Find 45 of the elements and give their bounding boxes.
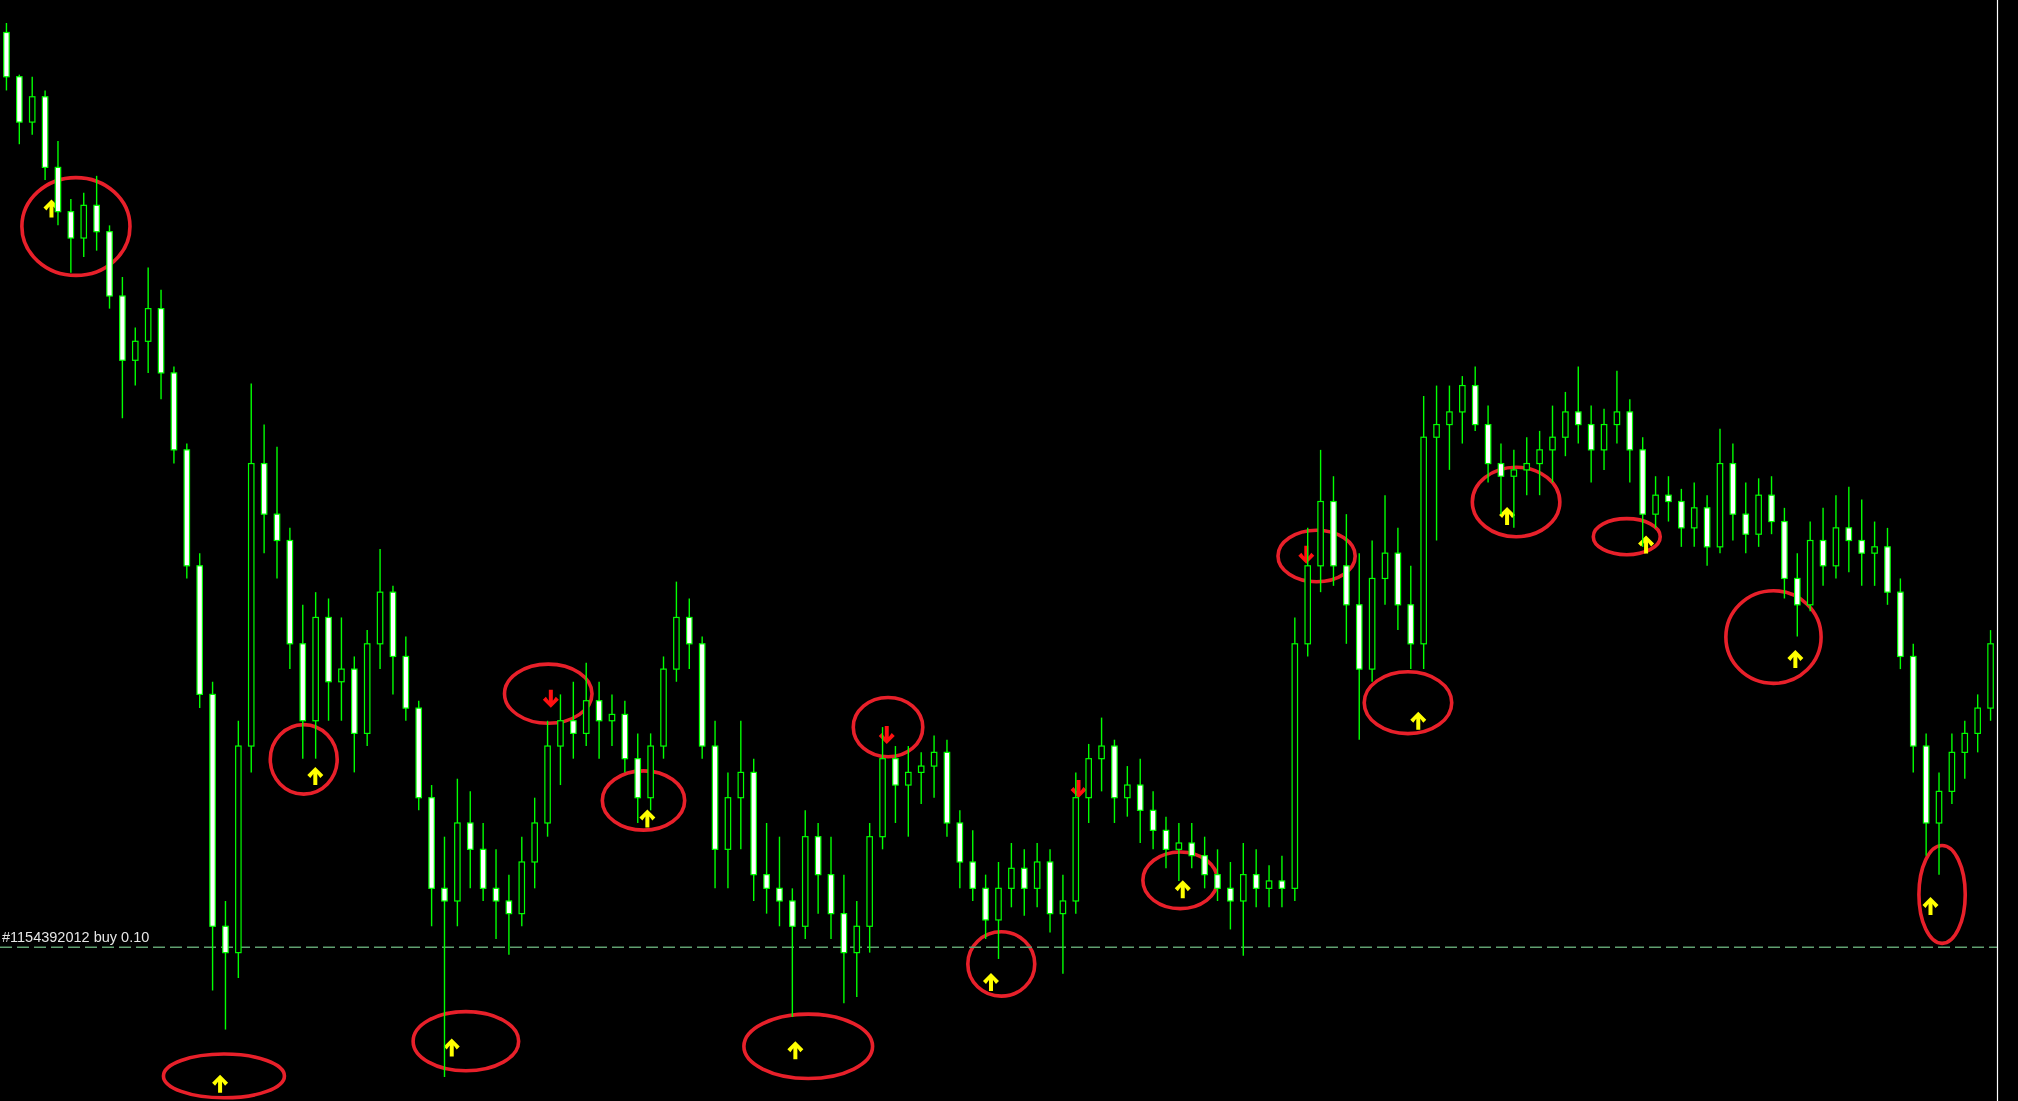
candlestick (1201, 835, 1208, 890)
candlestick (1059, 873, 1067, 975)
candlestick (1446, 384, 1453, 471)
candlestick (1665, 475, 1672, 523)
ref-line-label: #1154392012 buy 0.10 (2, 929, 150, 946)
candlestick (1252, 848, 1260, 909)
candlestick (570, 681, 577, 760)
candlestick (1227, 861, 1234, 931)
candlestick (1742, 481, 1750, 554)
candlestick (905, 745, 912, 838)
candlestick (1858, 498, 1866, 587)
candlestick (595, 681, 603, 760)
candlestick (1433, 384, 1440, 542)
candlestick (1265, 864, 1273, 909)
candlestick (763, 822, 770, 915)
candlestick (1549, 404, 1556, 484)
candlestick (917, 751, 925, 805)
candlestick (1961, 720, 1969, 780)
candlestick (505, 873, 513, 956)
candlestick (338, 616, 345, 722)
candlestick (492, 848, 500, 940)
candlestick (1188, 822, 1196, 870)
candlestick (1523, 436, 1531, 496)
candlestick (1124, 765, 1131, 818)
candlestick (1497, 442, 1505, 515)
candlestick (1652, 475, 1659, 529)
candlestick (1845, 486, 1853, 573)
candlestick (1613, 370, 1621, 445)
candlestick (930, 734, 938, 799)
candlestick (1278, 854, 1286, 909)
candlestick (776, 835, 783, 927)
candlestick (1008, 842, 1015, 909)
candlestick (1149, 790, 1157, 851)
candlestick (1098, 716, 1105, 793)
candlestick (1871, 520, 1878, 587)
candlestick (1175, 822, 1183, 882)
candlestick (1162, 815, 1170, 870)
candlestick (1510, 449, 1518, 529)
candlestick (1690, 481, 1698, 548)
candlestick (1536, 430, 1543, 496)
candlestick (1574, 365, 1582, 445)
candlestick (131, 326, 139, 387)
candlestick (1214, 848, 1221, 902)
candlestick (1020, 848, 1028, 917)
candlestick (441, 835, 448, 1078)
